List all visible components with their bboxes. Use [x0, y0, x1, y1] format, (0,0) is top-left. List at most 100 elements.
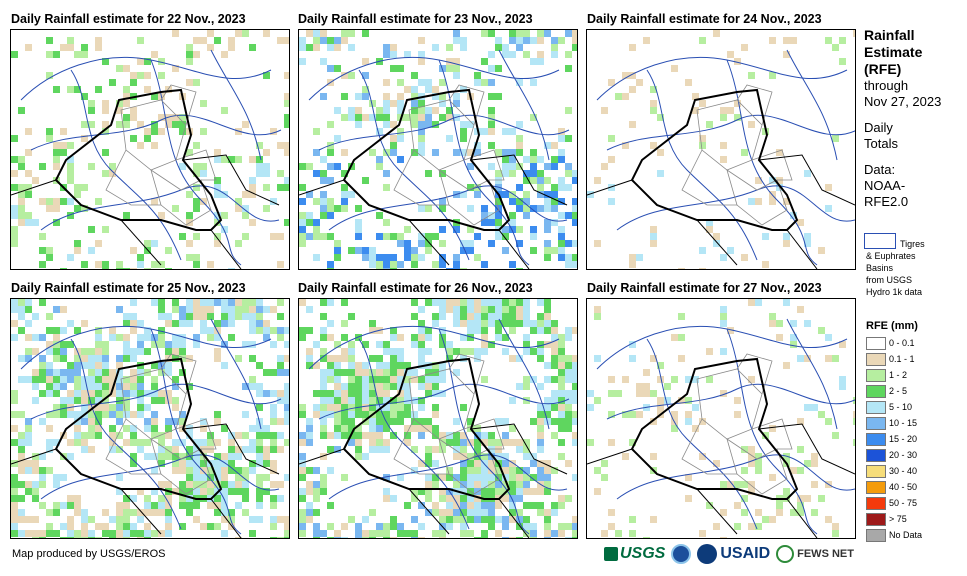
- province-boundary: [175, 149, 217, 181]
- basin-legend-text: Tigres & Euphrates Basins from USGS Hydr…: [866, 238, 966, 298]
- map-panel-23: [298, 29, 578, 270]
- rainfall-map-23: [299, 30, 577, 269]
- basin-boundary: [606, 114, 855, 151]
- legend-label: 40 - 50: [889, 482, 918, 492]
- legend-swatch: [866, 481, 886, 494]
- legend-swatch: [866, 497, 886, 510]
- data-label: Data:: [864, 162, 896, 177]
- side-info: Rainfall Estimate (RFE) through Nov 27, …: [864, 27, 941, 210]
- province-boundary: [751, 149, 793, 181]
- basin-boundary: [210, 49, 262, 161]
- legend-item: 50 - 75: [866, 497, 966, 510]
- basin-boundary: [70, 69, 182, 261]
- basin-boundary: [596, 56, 848, 101]
- rainfall-map-22: [11, 30, 289, 269]
- legend-swatch: [866, 513, 886, 526]
- province-boundary: [463, 418, 505, 450]
- usgs-logo-text: USGS: [620, 545, 666, 562]
- legend-swatch: [866, 465, 886, 478]
- province-boundary: [393, 149, 449, 206]
- country-border: [498, 229, 530, 269]
- basin-line4: from USGS: [866, 275, 913, 285]
- legend-swatch: [866, 353, 886, 366]
- province-boundary: [105, 418, 161, 475]
- logo-bar: USGS USAID FEWS NET: [604, 540, 854, 568]
- country-border: [120, 488, 162, 535]
- rfe-title-line2: Estimate: [864, 44, 923, 60]
- basin-boundary: [596, 325, 848, 370]
- country-border: [587, 179, 633, 196]
- rainfall-cells: [587, 30, 855, 269]
- country-border: [210, 498, 242, 538]
- basin-boundary: [358, 338, 470, 530]
- country-border: [182, 154, 280, 206]
- basin-boundary: [30, 383, 282, 420]
- legend-label: 2 - 5: [889, 386, 908, 396]
- legend-label: 0 - 0.1: [889, 338, 915, 348]
- rainfall-cells: [11, 299, 289, 538]
- legend-label: 10 - 15: [889, 418, 918, 428]
- panel-title-24: Daily Rainfall estimate for 24 Nov., 202…: [587, 12, 822, 26]
- basin-line3: Basins: [866, 263, 894, 273]
- rainfall-map-26: [299, 299, 577, 538]
- through-label: through: [864, 78, 909, 93]
- legend-label: 0.1 - 1: [889, 354, 915, 364]
- province-boundary: [175, 418, 217, 450]
- iraq-border: [54, 88, 223, 231]
- legend-label: 1 - 2: [889, 370, 908, 380]
- country-border: [498, 498, 530, 538]
- rainfall-map-25: [11, 299, 289, 538]
- basin-boundary: [616, 185, 855, 231]
- country-border: [408, 219, 450, 266]
- legend-title: RFE (mm): [866, 320, 918, 332]
- legend-label: 5 - 10: [889, 402, 913, 412]
- basin-boundary: [20, 56, 272, 101]
- legend-item: 40 - 50: [866, 481, 966, 494]
- country-border: [299, 179, 345, 196]
- panel-title-25: Daily Rainfall estimate for 25 Nov., 202…: [11, 281, 246, 295]
- usaid-logo-text: USAID: [720, 545, 771, 562]
- country-border: [587, 448, 633, 465]
- fewsnet-logo-text: FEWS NET: [797, 548, 854, 560]
- rainfall-cells: [299, 30, 577, 269]
- legend-swatch: [866, 433, 886, 446]
- province-boundary: [463, 149, 505, 181]
- through-date: Nov 27, 2023: [864, 94, 942, 109]
- rfe-title-line1: Rainfall: [864, 27, 915, 43]
- legend-item: 2 - 5: [866, 385, 966, 398]
- country-border: [120, 219, 162, 266]
- map-panel-25: [10, 298, 290, 539]
- province-boundary: [105, 149, 161, 206]
- rfe-title-line3: (RFE): [864, 61, 902, 77]
- legend-item: 5 - 10: [866, 401, 966, 414]
- legend-item: 10 - 15: [866, 417, 966, 430]
- map-panel-24: [586, 29, 856, 270]
- rainfall-map-27: [587, 299, 855, 538]
- legend-label: 15 - 20: [889, 434, 918, 444]
- province-boundary: [681, 418, 737, 475]
- fewsnet-globe-icon: [776, 545, 795, 563]
- data-source-2: RFE2.0: [864, 194, 909, 209]
- iraq-border: [630, 88, 799, 231]
- legend-swatch: [866, 529, 886, 542]
- basin-boundary: [786, 318, 838, 430]
- country-border: [11, 179, 57, 196]
- legend-item: 1 - 2: [866, 369, 966, 382]
- country-border: [786, 498, 818, 538]
- map-panel-22: [10, 29, 290, 270]
- legend-item: 15 - 20: [866, 433, 966, 446]
- legend-swatch: [866, 369, 886, 382]
- panel-title-23: Daily Rainfall estimate for 23 Nov., 202…: [298, 12, 533, 26]
- noaa-logo-icon: [671, 544, 692, 564]
- country-border: [408, 488, 450, 535]
- basin-boundary: [308, 56, 560, 101]
- panel-title-22: Daily Rainfall estimate for 22 Nov., 202…: [11, 12, 246, 26]
- basin-boundary: [358, 69, 470, 261]
- basin-boundary: [210, 318, 262, 430]
- country-border: [696, 488, 738, 535]
- map-panel-27: [586, 298, 856, 539]
- rainfall-cells: [587, 299, 855, 538]
- country-border: [758, 423, 855, 475]
- country-border: [182, 423, 280, 475]
- rainfall-cells: [11, 30, 289, 269]
